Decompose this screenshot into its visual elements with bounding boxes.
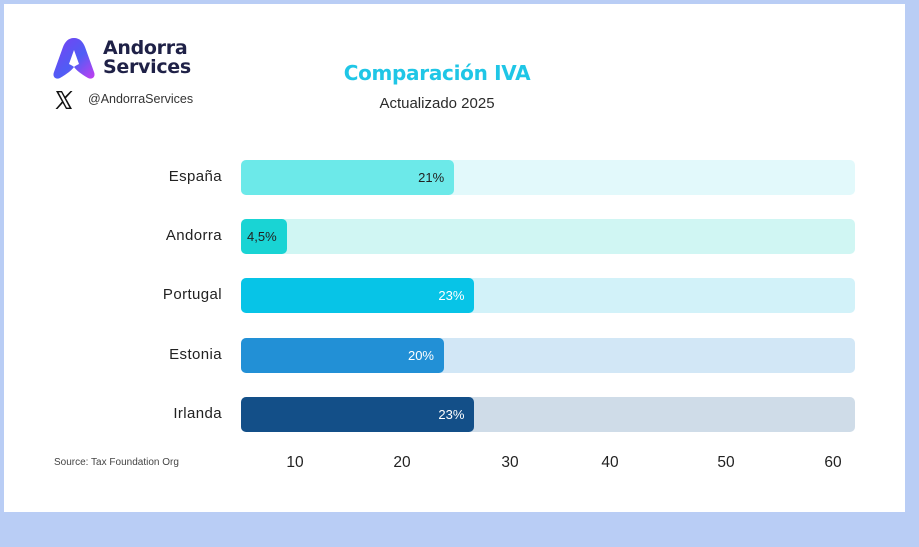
x-tick-label: 60 xyxy=(824,454,842,471)
bar-value-label: 23% xyxy=(438,288,465,303)
x-tick-label: 40 xyxy=(601,454,619,471)
bar xyxy=(241,219,287,254)
andorra-services-logo-icon xyxy=(53,38,95,79)
bar-value-label: 20% xyxy=(407,348,434,363)
category-label: Irlanda xyxy=(173,405,222,422)
bar xyxy=(241,397,475,432)
category-label: Andorra xyxy=(165,227,222,244)
x-tick-label: 20 xyxy=(393,454,411,471)
bar xyxy=(241,278,475,313)
bar xyxy=(241,338,444,373)
bar-value-label: 21% xyxy=(418,170,445,185)
bar xyxy=(241,160,455,195)
x-tick-label: 10 xyxy=(286,454,304,471)
brand-name-line1: Andorra xyxy=(103,37,188,59)
x-tick-label: 50 xyxy=(717,454,735,471)
category-label: Portugal xyxy=(162,286,222,303)
bar-value-label: 23% xyxy=(438,407,465,422)
category-label: España xyxy=(168,168,222,185)
x-icon xyxy=(55,91,73,109)
brand-name-line2: Services xyxy=(103,56,191,78)
bar-value-label: 4,5% xyxy=(247,229,277,244)
chart-title: Comparación IVA xyxy=(343,61,531,85)
source-note: Source: Tax Foundation Org xyxy=(54,457,179,468)
bar-track xyxy=(241,219,855,254)
chart-subtitle: Actualizado 2025 xyxy=(379,95,495,112)
twitter-handle: @AndorraServices xyxy=(88,92,194,106)
x-tick-label: 30 xyxy=(501,454,519,471)
category-label: Estonia xyxy=(169,346,222,363)
infographic-card: Andorra Services @AndorraServices Compar… xyxy=(4,4,905,512)
brand-name: Andorra Services xyxy=(103,39,243,77)
